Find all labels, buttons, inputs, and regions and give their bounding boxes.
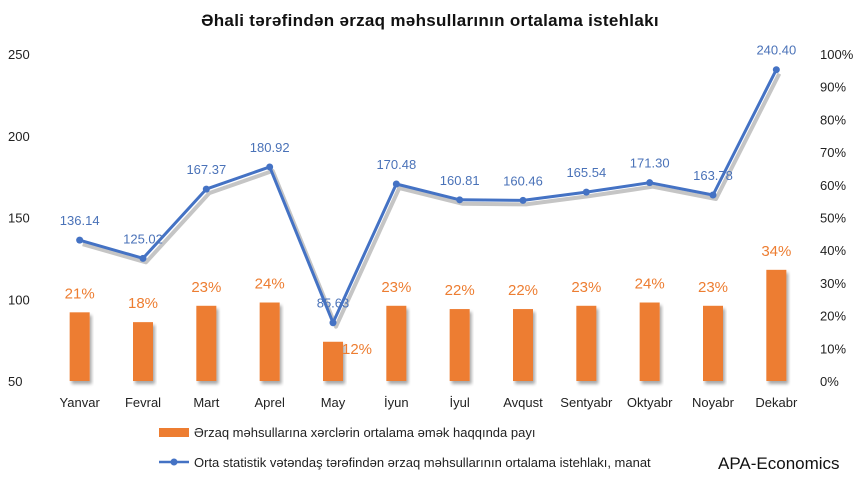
line-data-label: 165.54 <box>566 165 606 180</box>
bar <box>386 305 407 381</box>
line-point <box>772 66 780 74</box>
bar-data-label: 21% <box>65 285 95 302</box>
chart-title: Əhali tərəfindən ərzaq məhsullarının ort… <box>201 11 659 30</box>
right-axis-tick: 40% <box>820 243 846 258</box>
bar-data-label: 23% <box>698 279 728 296</box>
bar <box>766 269 787 381</box>
category-label: Sentyabr <box>560 395 613 410</box>
line-point <box>392 180 400 188</box>
right-axis-tick: 60% <box>820 178 846 193</box>
right-axis-tick: 10% <box>820 341 846 356</box>
line-series: 136.14 125.02 167.37 180.92 85.63 170.48 160.8… <box>60 43 796 329</box>
right-axis-tick: 20% <box>820 309 846 324</box>
bar <box>196 305 217 381</box>
bar <box>639 302 660 381</box>
line-point <box>456 196 464 204</box>
bar-data-label: 34% <box>761 243 791 260</box>
bar <box>703 305 723 381</box>
category-label: May <box>321 395 346 410</box>
line-point <box>646 179 654 187</box>
bar <box>323 341 343 381</box>
line-point <box>519 196 527 204</box>
line-data-label: 125.02 <box>123 231 163 246</box>
category-label: Avqust <box>503 395 543 410</box>
right-axis-tick: 100% <box>820 47 854 62</box>
bar <box>449 309 470 381</box>
category-labels: Yanvar Fevral Mart Aprel May İyun İyul Avqust Se… <box>60 395 798 410</box>
legend-bar-swatch <box>159 428 189 437</box>
line-data-label: 160.46 <box>503 173 543 188</box>
legend: Ərzaq məhsullarına xərclərin ortalama əm… <box>159 425 651 470</box>
legend-line-marker <box>170 458 178 466</box>
right-axis-tick: 90% <box>820 80 846 95</box>
line-point <box>266 163 274 171</box>
right-axis-tick: 70% <box>820 145 846 160</box>
line-data-label: 163.78 <box>693 168 733 183</box>
bar-data-label: 23% <box>381 279 411 296</box>
line-data-label: 171.30 <box>630 156 670 171</box>
line-data-label: 170.48 <box>376 157 416 172</box>
line-data-label: 240.40 <box>756 43 796 58</box>
category-label: İyul <box>450 395 470 410</box>
category-label: Fevral <box>125 395 161 410</box>
bar <box>69 312 90 381</box>
right-axis-tick: 80% <box>820 112 846 127</box>
bar-data-label: 18% <box>128 295 158 312</box>
line-data-label: 85.63 <box>317 296 350 311</box>
bar-data-label: 23% <box>571 279 601 296</box>
bar-data-label: 12% <box>342 341 372 358</box>
line-point <box>582 188 590 196</box>
category-label: Noyabr <box>692 395 735 410</box>
left-axis-tick: 150 <box>8 211 30 226</box>
line-path <box>79 69 778 325</box>
left-axis-tick: 200 <box>8 129 30 144</box>
left-axis-tick: 50 <box>8 374 22 389</box>
bar <box>576 305 597 381</box>
category-label: Oktyabr <box>627 395 673 410</box>
left-axis-tick: 250 <box>8 47 30 62</box>
right-axis-tick: 0% <box>820 374 839 389</box>
right-axis: 0% 10% 20% 30% 40% 50% 60% 70% 80% 90% 100% <box>820 47 854 389</box>
brand-label: APA-Economics <box>718 454 840 473</box>
line-point <box>709 191 717 199</box>
line-point <box>139 254 147 262</box>
line-point <box>329 319 337 327</box>
bar-data-label: 24% <box>635 276 665 293</box>
line-data-label: 160.81 <box>440 173 480 188</box>
right-axis-tick: 30% <box>820 276 846 291</box>
left-axis: 50 100 150 200 250 <box>8 47 30 389</box>
line-data-label: 136.14 <box>60 213 100 228</box>
line-point <box>202 185 210 193</box>
left-axis-tick: 100 <box>8 292 30 307</box>
bar <box>133 322 153 381</box>
line-data-label: 180.92 <box>250 140 290 155</box>
bar-data-label: 22% <box>508 282 538 299</box>
bar-data-label: 22% <box>445 282 475 299</box>
category-label: Yanvar <box>60 395 101 410</box>
legend-bar-label: Ərzaq məhsullarına xərclərin ortalama əm… <box>194 425 535 440</box>
line-point <box>76 236 84 244</box>
bar <box>513 309 533 381</box>
category-label: Mart <box>193 395 219 410</box>
right-axis-tick: 50% <box>820 211 846 226</box>
bar-data-label: 23% <box>191 279 221 296</box>
bar-series: 21% 18% 23% 24% 12% 23% 22% 22% 23% 24% 23% 34% <box>65 243 791 381</box>
line-data-label: 167.37 <box>186 162 226 177</box>
category-label: İyun <box>384 395 409 410</box>
category-label: Dekabr <box>755 395 798 410</box>
bar <box>259 302 280 381</box>
bar-data-label: 24% <box>255 276 285 293</box>
category-label: Aprel <box>254 395 284 410</box>
legend-line-label: Orta statistik vətəndaş tərəfindən ərzaq… <box>194 455 651 470</box>
line-shadow <box>82 72 782 329</box>
